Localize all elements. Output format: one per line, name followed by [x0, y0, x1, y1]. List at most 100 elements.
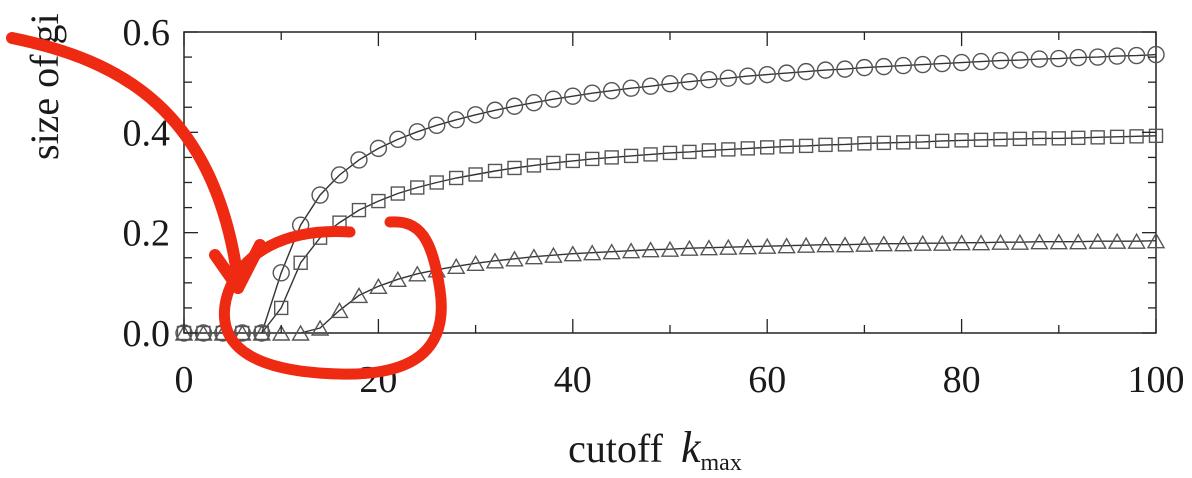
data-point-square: [1148, 128, 1164, 144]
x-tick-label: 60: [748, 359, 786, 401]
data-point-circle: [408, 123, 426, 141]
data-point-triangle: [621, 242, 641, 259]
data-point-square: [740, 141, 755, 156]
fit-curve-square: [261, 135, 1157, 334]
data-point-square: [934, 133, 950, 149]
data-point-triangle: [330, 301, 349, 319]
data-point-circle: [1108, 47, 1126, 65]
data-point-triangle: [1107, 232, 1127, 249]
data-point-circle: [700, 70, 718, 89]
data-point-circle: [758, 65, 776, 84]
data-point-triangle: [524, 248, 544, 265]
data-point-square: [1090, 130, 1105, 145]
data-point-square: [293, 255, 308, 270]
data-point-circle: [1011, 51, 1029, 69]
data-point-triangle: [485, 252, 505, 269]
y-axis-label: size of gi: [22, 13, 67, 160]
data-point-triangle: [874, 235, 894, 252]
data-point-triangle: [816, 236, 835, 253]
data-point-circle: [330, 166, 349, 184]
data-point-circle: [1088, 48, 1107, 66]
data-point-triangle: [680, 239, 699, 256]
data-point-triangle: [194, 324, 213, 341]
data-point-triangle: [835, 236, 855, 253]
data-point-circle: [972, 52, 990, 71]
data-point-circle: [583, 84, 601, 102]
data-point-circle: [622, 79, 640, 97]
data-point-triangle: [310, 319, 330, 336]
data-point-square: [682, 144, 697, 160]
data-point-triangle: [271, 324, 291, 341]
data-point-triangle: [1030, 233, 1049, 250]
x-tick-label: 40: [554, 359, 592, 401]
data-point-circle: [797, 62, 815, 81]
data-point-square: [546, 155, 561, 171]
x-axis-label-main: cutoff: [568, 426, 663, 471]
x-tick-label: 80: [943, 359, 981, 401]
data-point-circle: [1069, 48, 1087, 67]
data-point-square: [1051, 131, 1067, 146]
data-point-square: [351, 202, 367, 218]
data-point-square: [954, 133, 969, 148]
data-point-triangle: [252, 324, 272, 341]
data-point-square: [487, 163, 503, 179]
data-point-circle: [836, 60, 854, 78]
data-point-triangle: [757, 237, 777, 254]
y-tick-label: 0.0: [123, 313, 171, 355]
data-point-circle: [564, 87, 582, 105]
data-point-circle: [855, 58, 874, 77]
data-point-circle: [952, 53, 971, 72]
data-point-square: [1032, 131, 1047, 146]
data-point-triangle: [388, 270, 408, 287]
data-point-triangle: [446, 257, 466, 274]
annotation-arrow-stroke: [6, 32, 244, 286]
data-markers: [174, 45, 1166, 342]
data-point-square: [915, 134, 930, 150]
data-point-triangle: [894, 235, 913, 252]
data-point-triangle: [408, 265, 427, 282]
data-point-circle: [602, 81, 621, 100]
data-point-triangle: [602, 243, 621, 260]
data-point-triangle: [699, 239, 719, 256]
data-point-triangle: [796, 236, 816, 253]
data-point-square: [429, 175, 444, 190]
data-point-triangle: [1088, 232, 1107, 249]
data-point-triangle: [932, 234, 952, 251]
plot-border: [183, 31, 1157, 334]
data-point-circle: [447, 111, 465, 129]
axis-ticks: [183, 31, 1157, 334]
x-axis-label: cutoff kmax: [568, 423, 742, 476]
data-point-square: [837, 137, 853, 152]
y-tick-label: 0.6: [123, 12, 171, 54]
data-point-triangle: [233, 324, 252, 341]
data-point-circle: [739, 67, 757, 85]
data-point-square: [662, 145, 678, 161]
data-point-circle: [350, 151, 368, 169]
data-point-circle: [389, 130, 407, 149]
x-tick-label: 100: [1128, 359, 1185, 401]
data-point-circle: [777, 64, 796, 82]
plot-frame: [183, 31, 1157, 334]
data-point-circle: [875, 57, 893, 76]
data-point-square: [1012, 131, 1028, 147]
data-point-circle: [311, 186, 329, 204]
data-point-circle: [544, 90, 563, 108]
data-point-circle: [661, 74, 679, 93]
data-point-triangle: [369, 277, 388, 294]
fit-curve-triangle: [300, 240, 1157, 334]
data-point-circle: [1050, 49, 1068, 68]
data-point-circle: [1127, 46, 1146, 65]
data-point-square: [1071, 130, 1086, 146]
fit-curves: [261, 53, 1157, 334]
data-point-triangle: [563, 245, 583, 262]
data-point-circle: [816, 61, 835, 79]
data-point-square: [274, 300, 289, 316]
data-point-triangle: [719, 238, 738, 255]
data-point-triangle: [855, 235, 874, 252]
data-point-square: [798, 138, 814, 154]
data-point-square: [818, 137, 833, 153]
data-point-triangle: [505, 250, 524, 267]
data-point-circle: [1147, 45, 1165, 64]
